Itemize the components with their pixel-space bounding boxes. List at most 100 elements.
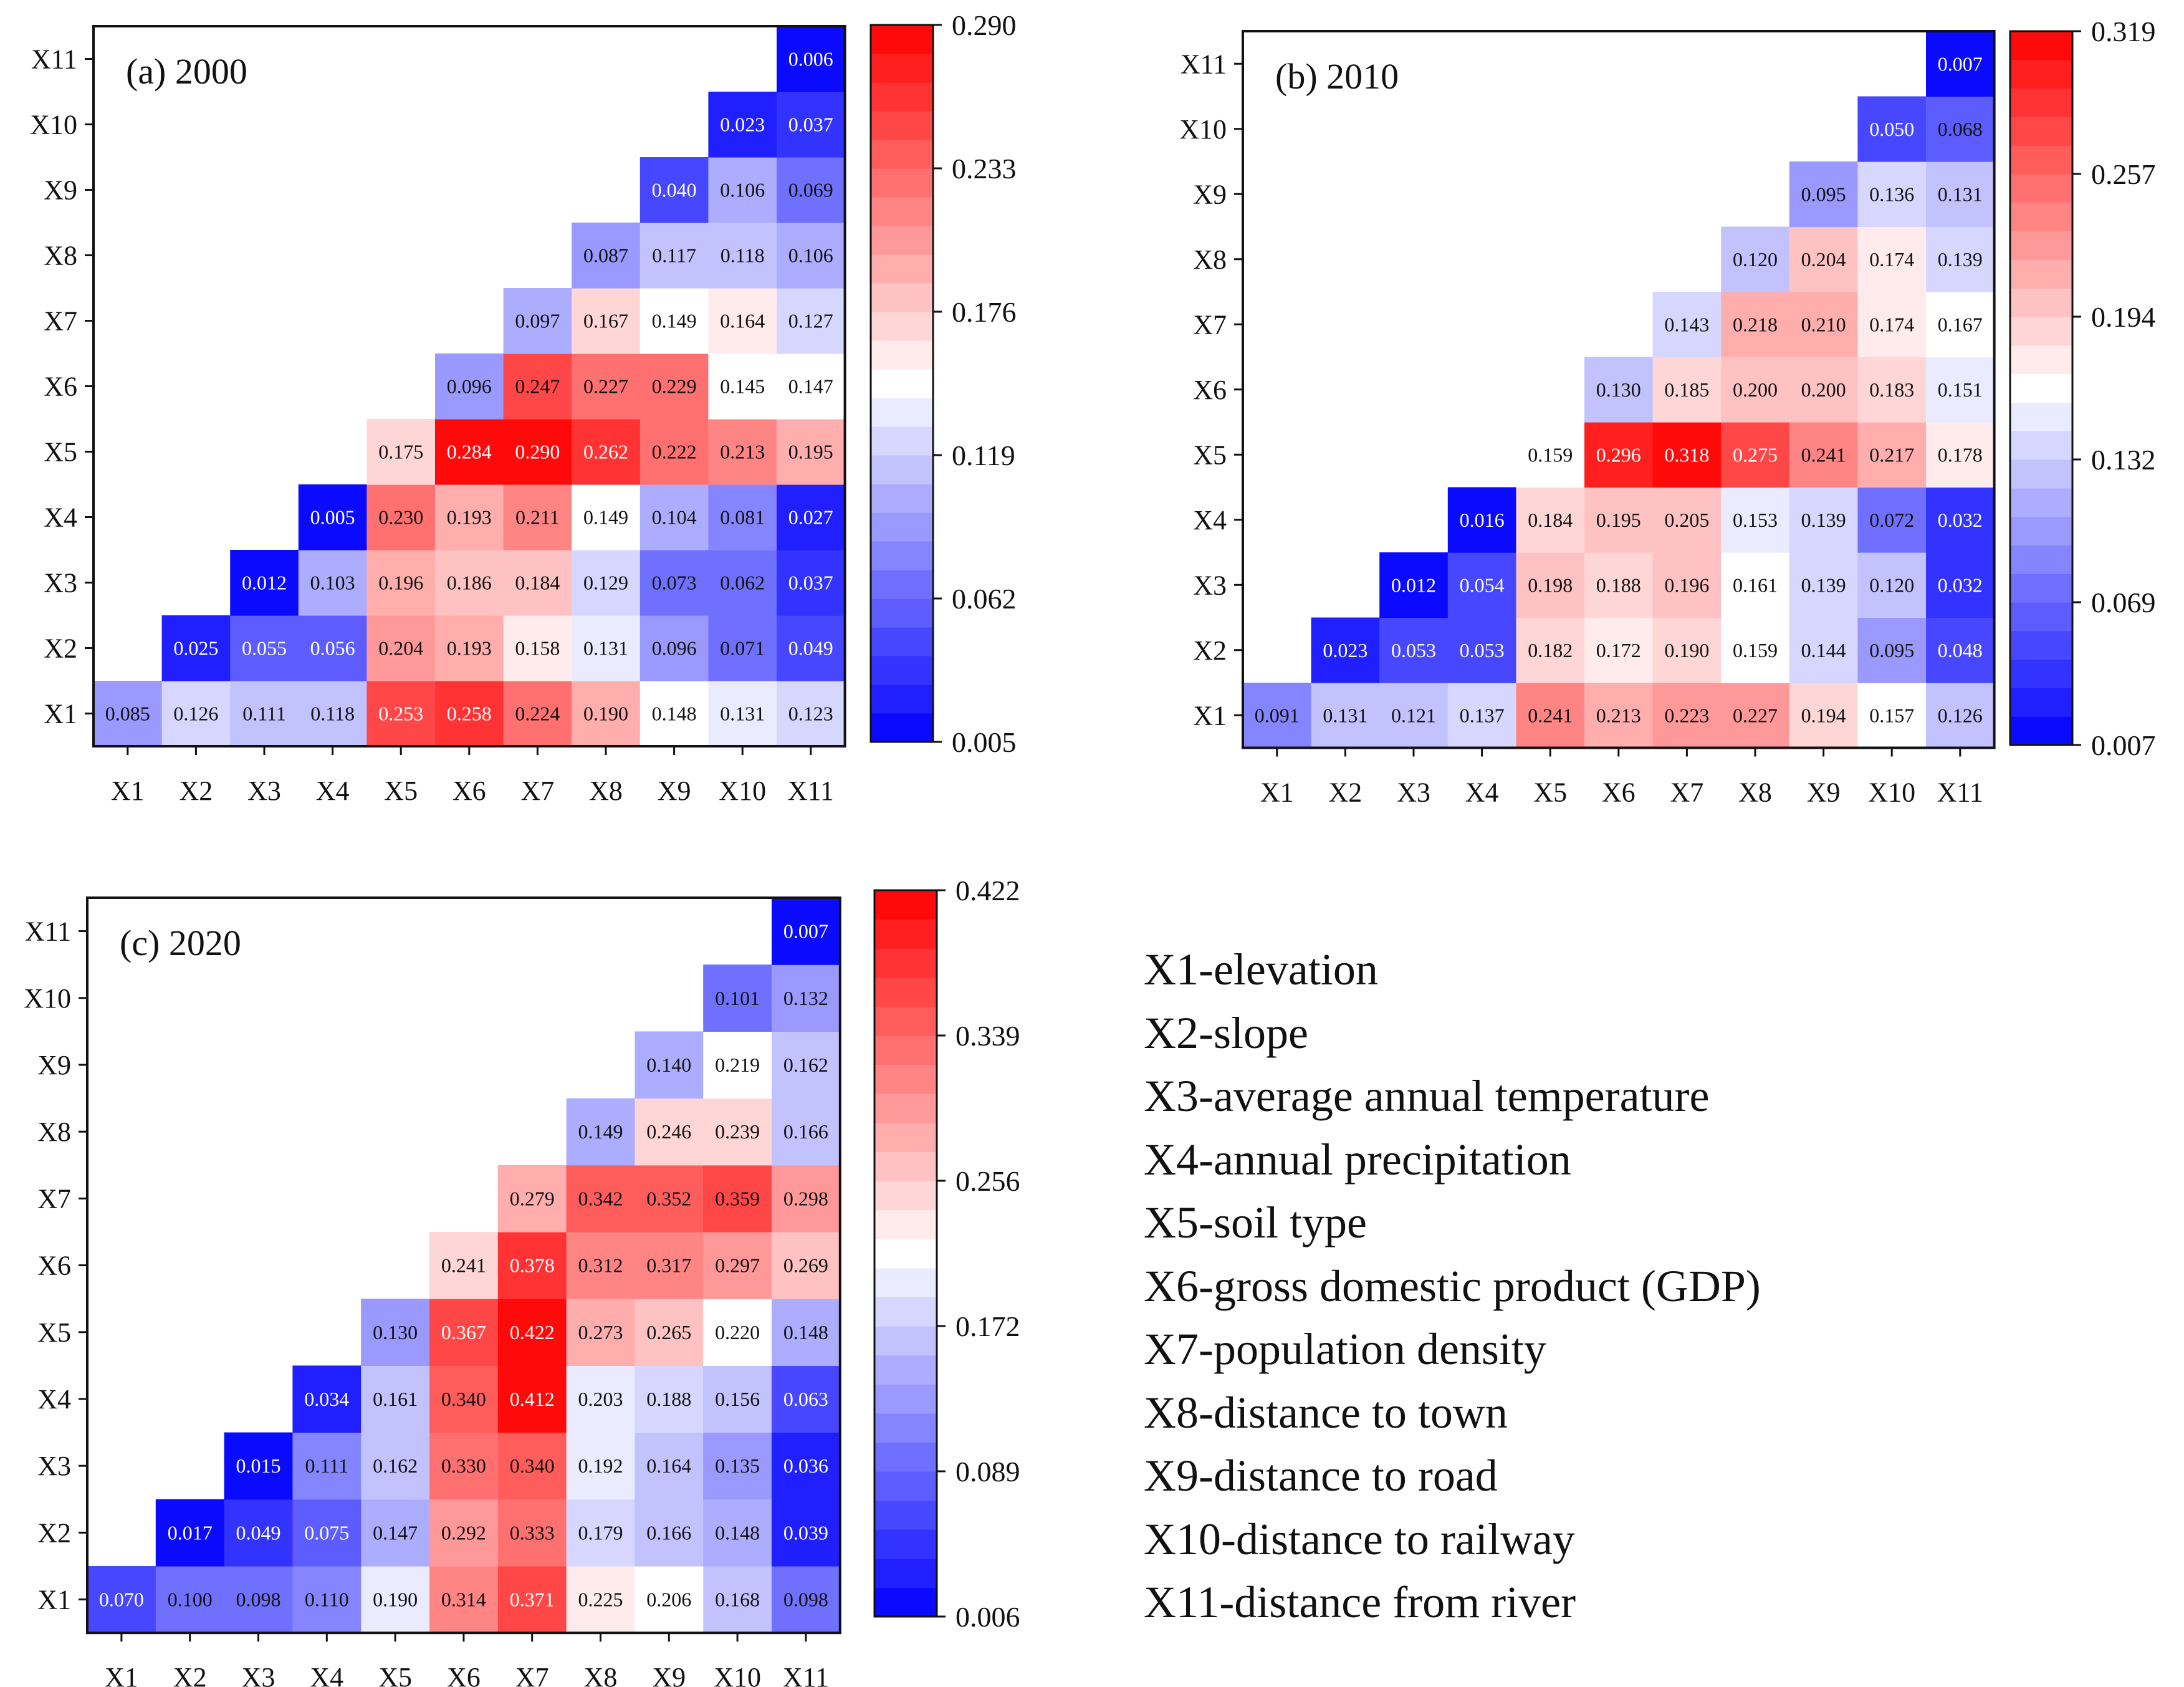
cell-value-label: 0.162: [783, 1054, 828, 1076]
cell-value-label: 0.070: [99, 1588, 144, 1611]
cell-value-label: 0.039: [783, 1521, 828, 1544]
y-tick-label: X4: [44, 502, 77, 533]
heatmap-cell: [703, 1566, 772, 1633]
colorbar-band: [874, 1181, 937, 1211]
heatmap-cell: [1721, 357, 1790, 423]
cell-value-label: 0.144: [1801, 639, 1846, 661]
heatmap-cell: [1926, 161, 1995, 228]
heatmap-cell: [93, 681, 163, 747]
colorbar-band: [874, 890, 937, 920]
heatmap-cell: [1379, 683, 1449, 749]
cell-value-label: 0.012: [1391, 574, 1436, 596]
cell-value-label: 0.131: [1938, 183, 1983, 205]
cell-value-label: 0.017: [168, 1521, 213, 1544]
cell-value-label: 0.183: [1869, 378, 1914, 401]
cell-value-label: 0.314: [441, 1588, 486, 1611]
cell-value-label: 0.178: [1938, 443, 1983, 466]
cell-value-label: 0.072: [1869, 509, 1914, 531]
cell-value-label: 0.049: [236, 1521, 281, 1544]
heatmap-cell: [1243, 683, 1312, 749]
heatmap-cell: [639, 484, 709, 550]
heatmap-cell: [292, 1432, 362, 1500]
cell-value-label: 0.200: [1733, 378, 1778, 401]
cell-value-label: 0.227: [583, 375, 628, 398]
colorbar-band: [2010, 688, 2072, 717]
cell-value-label: 0.121: [1391, 704, 1436, 726]
heatmap-cell: [1926, 357, 1995, 423]
cell-value-label: 0.340: [510, 1454, 555, 1477]
heatmap-cell: [435, 550, 504, 616]
cell-value-label: 0.068: [1938, 118, 1983, 140]
cell-value-label: 0.166: [646, 1521, 691, 1544]
heatmap-cell: [435, 484, 504, 550]
y-tick-label: X1: [1193, 700, 1227, 731]
cell-value-label: 0.100: [168, 1588, 213, 1611]
cell-value-label: 0.162: [373, 1454, 418, 1477]
cell-value-label: 0.200: [1801, 378, 1846, 401]
heatmap-cell: [230, 615, 299, 681]
cell-value-label: 0.095: [1801, 183, 1846, 205]
heatmap-cell: [635, 1232, 704, 1299]
cell-value-label: 0.352: [646, 1187, 691, 1209]
colorbar-band: [874, 1326, 937, 1356]
cell-value-label: 0.062: [720, 572, 765, 594]
heatmap-cell: [224, 1432, 293, 1500]
heatmap-cell: [429, 1432, 499, 1500]
heatmap-cell: [566, 1432, 635, 1500]
cell-value-label: 0.367: [441, 1321, 486, 1343]
x-tick-label: X3: [1397, 777, 1430, 808]
y-tick-label: X8: [1193, 244, 1227, 275]
cell-value-label: 0.217: [1869, 443, 1914, 466]
heatmap-cell: [497, 1232, 567, 1299]
heatmap-cell: [772, 1566, 841, 1633]
legend-item-x7: X7-population density: [1144, 1324, 1546, 1374]
x-tick-label: X9: [1807, 777, 1841, 808]
cell-value-label: 0.166: [783, 1120, 828, 1143]
heatmap-cell: [777, 92, 846, 158]
colorbar-band: [874, 1239, 937, 1269]
colorbar-band: [871, 168, 933, 198]
heatmap-cell: [777, 681, 846, 747]
heatmap-panel-2: 0.070 0.100 0.098 0.110 0.190 0.314 0.371 0.225…: [24, 875, 1020, 1687]
cell-value-label: 0.158: [515, 637, 560, 660]
colorbar-tick-label: 0.172: [956, 1310, 1020, 1342]
cell-value-label: 0.023: [720, 113, 765, 136]
colorbar-band: [871, 340, 933, 370]
cell-value-label: 0.258: [447, 703, 492, 725]
heatmap-cell: [1652, 357, 1722, 423]
colorbar-band: [2010, 602, 2072, 632]
cell-value-label: 0.040: [652, 179, 697, 201]
cell-value-label: 0.204: [378, 637, 423, 660]
heatmap-cell: [1857, 552, 1927, 618]
heatmap-cell: [366, 615, 436, 681]
cell-value-label: 0.164: [720, 310, 765, 332]
cell-value-label: 0.247: [515, 375, 560, 398]
panel-title: (c) 2020: [120, 923, 241, 963]
cell-value-label: 0.101: [715, 987, 760, 1009]
heatmap-cell: [1447, 487, 1516, 553]
cell-value-label: 0.412: [510, 1388, 555, 1410]
y-tick-label: X11: [1181, 49, 1227, 79]
cell-value-label: 0.055: [242, 637, 287, 660]
heatmap-cell: [429, 1365, 499, 1433]
x-tick-label: X8: [1738, 777, 1772, 808]
cell-value-label: 0.239: [715, 1120, 760, 1143]
colorbar-band: [871, 369, 933, 398]
colorbar-band: [871, 312, 933, 341]
heatmap-cell: [435, 681, 504, 747]
heatmap-cell: [230, 550, 299, 616]
colorbar-band: [871, 140, 933, 169]
cell-value-label: 0.205: [1664, 509, 1709, 531]
legend-item-x2: X2-slope: [1144, 1007, 1308, 1058]
colorbar-band: [2010, 117, 2072, 146]
x-tick-label: X1: [105, 1662, 138, 1687]
y-tick-label: X5: [1193, 440, 1227, 470]
colorbar-band: [871, 82, 933, 112]
cell-value-label: 0.126: [173, 703, 218, 725]
y-tick-label: X6: [1193, 375, 1227, 405]
cell-value-label: 0.104: [652, 506, 697, 529]
heatmap-cell: [1926, 422, 1995, 488]
colorbar-band: [2010, 545, 2072, 574]
heatmap-cell: [572, 353, 641, 420]
heatmap-cell: [1652, 422, 1722, 488]
